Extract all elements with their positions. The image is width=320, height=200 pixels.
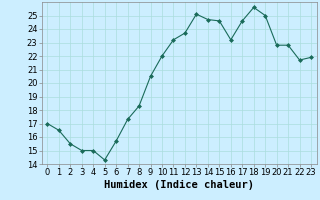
X-axis label: Humidex (Indice chaleur): Humidex (Indice chaleur): [104, 180, 254, 190]
